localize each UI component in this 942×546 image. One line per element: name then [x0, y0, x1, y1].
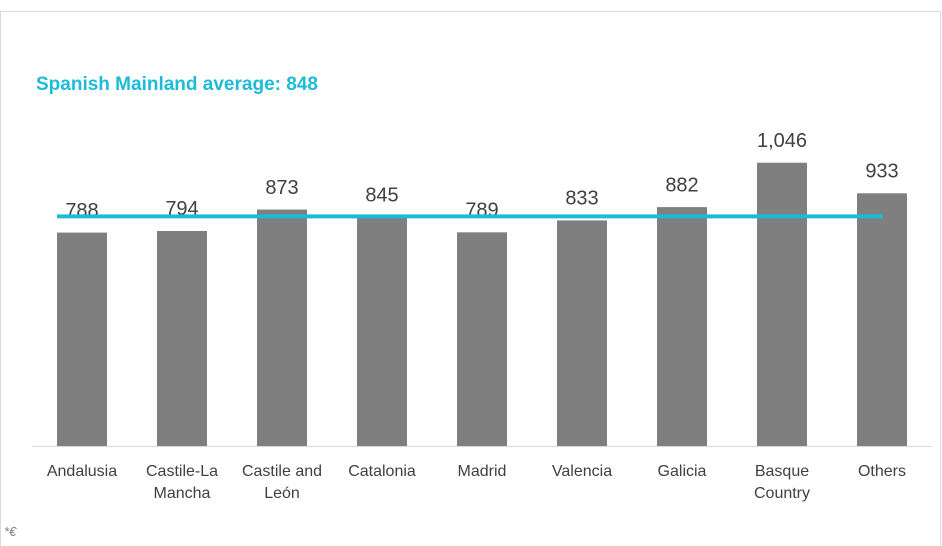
x-tick-label: Madrid [457, 463, 507, 480]
x-tick-label: Andalusia [46, 463, 118, 480]
x-tick-label: Catalonia [348, 463, 416, 480]
bar [657, 207, 707, 446]
bar [557, 220, 607, 446]
bar [157, 230, 207, 446]
x-tick-label: Galicia [657, 463, 707, 480]
x-tick-label: Castile and León [241, 463, 323, 502]
bar [257, 209, 307, 446]
value-label: 788 [65, 200, 98, 222]
value-label: 833 [565, 188, 598, 210]
bar [357, 217, 407, 446]
value-label: 845 [365, 184, 398, 206]
x-tick-label: Others [857, 463, 906, 480]
bar [757, 162, 807, 447]
value-label: 882 [665, 174, 698, 196]
x-tick-label: Valencia [551, 463, 613, 480]
chart-border [0, 11, 941, 546]
value-label: 1,046 [757, 130, 807, 152]
value-label: 933 [865, 161, 898, 183]
x-tick-label: Basque Country [753, 463, 811, 502]
chart-title: Spanish Mainland average: 848 [36, 74, 318, 95]
bar [57, 232, 107, 446]
bar [857, 193, 907, 446]
x-tick-label: Castile-La Mancha [145, 463, 219, 502]
value-label: 873 [265, 177, 298, 199]
footnote: *€ [4, 524, 17, 539]
bar [457, 232, 507, 446]
